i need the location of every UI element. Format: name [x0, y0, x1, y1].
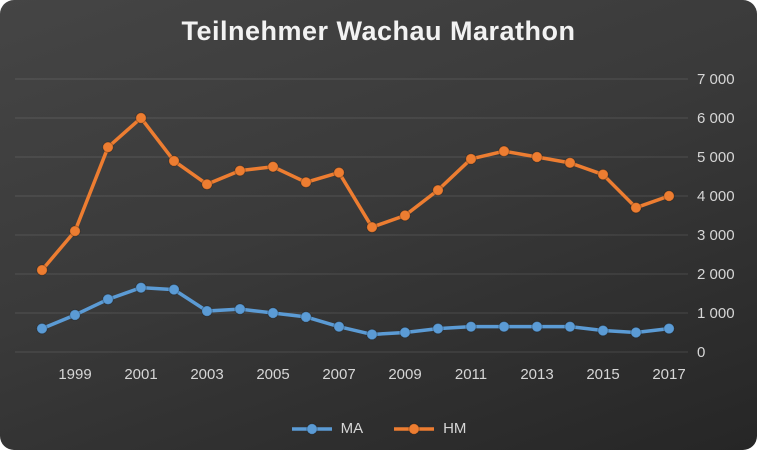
- ma-series-swatch-icon: [291, 422, 332, 435]
- data-point-ma: [333, 320, 345, 333]
- data-point-hm: [201, 178, 213, 191]
- legend-label-ma: MA: [340, 420, 364, 437]
- data-point-hm: [267, 161, 279, 173]
- data-point-ma: [498, 320, 510, 333]
- x-axis-label: 2015: [586, 366, 619, 383]
- data-point-hm: [630, 202, 642, 214]
- x-axis-label: 2001: [124, 366, 157, 383]
- data-point-ma: [234, 303, 246, 315]
- series-line-hm: [40, 116, 671, 272]
- data-point-hm: [663, 190, 675, 202]
- legend-item-hm[interactable]: HM: [393, 420, 466, 437]
- data-point-ma: [102, 293, 114, 306]
- data-point-hm: [69, 225, 81, 237]
- y-axis-label: 2 000: [697, 266, 735, 283]
- data-point-hm: [300, 176, 312, 189]
- y-axis-label: 3 000: [697, 227, 735, 244]
- hm-series-swatch-icon: [394, 422, 435, 435]
- data-point-ma: [366, 328, 378, 341]
- data-point-ma: [663, 322, 675, 335]
- data-point-ma: [465, 320, 477, 333]
- y-axis-label: 1 000: [697, 305, 735, 322]
- data-point-hm: [366, 221, 378, 233]
- chart-legend: MA HM: [0, 420, 757, 437]
- data-point-ma: [300, 311, 312, 323]
- legend-label-hm: HM: [443, 420, 467, 437]
- x-axis-label: 2009: [388, 366, 421, 383]
- data-point-hm: [399, 209, 411, 222]
- data-point-hm: [498, 145, 510, 157]
- x-axis-label: 1999: [58, 366, 91, 383]
- x-axis-label: 2017: [652, 366, 685, 383]
- data-point-hm: [102, 141, 114, 153]
- data-point-ma: [201, 305, 213, 317]
- data-point-ma: [564, 320, 576, 333]
- data-point-hm: [234, 164, 246, 177]
- data-point-hm: [333, 166, 345, 179]
- data-point-ma: [267, 307, 279, 319]
- y-axis-label: 6 000: [697, 110, 735, 127]
- y-axis-label: 0: [697, 344, 705, 361]
- x-axis-label: 2013: [520, 366, 553, 383]
- data-point-hm: [564, 157, 576, 169]
- x-axis-label: 2007: [322, 366, 355, 383]
- y-axis-label: 4 000: [697, 188, 735, 205]
- data-point-hm: [432, 184, 444, 196]
- data-point-hm: [465, 153, 477, 165]
- data-point-ma: [135, 281, 147, 294]
- legend-item-ma[interactable]: MA: [291, 420, 364, 437]
- data-point-hm: [168, 155, 180, 167]
- data-point-hm: [597, 168, 609, 181]
- data-point-ma: [168, 283, 180, 296]
- data-point-ma: [69, 309, 81, 321]
- x-axis-label: 2003: [190, 366, 223, 383]
- data-point-hm: [135, 112, 147, 124]
- data-point-hm: [36, 264, 48, 276]
- data-point-ma: [432, 322, 444, 335]
- data-point-hm: [531, 151, 543, 163]
- data-point-ma: [630, 326, 642, 339]
- y-axis-label: 7 000: [697, 71, 735, 88]
- x-axis-label: 2005: [256, 366, 289, 383]
- series-line-ma: [40, 285, 671, 337]
- data-point-ma: [597, 324, 609, 337]
- chart-title: Teilnehmer Wachau Marathon: [181, 16, 576, 46]
- y-axis-label: 5 000: [697, 149, 735, 166]
- x-axis-label: 2011: [455, 366, 487, 383]
- data-point-ma: [36, 322, 48, 335]
- data-point-ma: [531, 320, 543, 333]
- data-point-ma: [399, 326, 411, 339]
